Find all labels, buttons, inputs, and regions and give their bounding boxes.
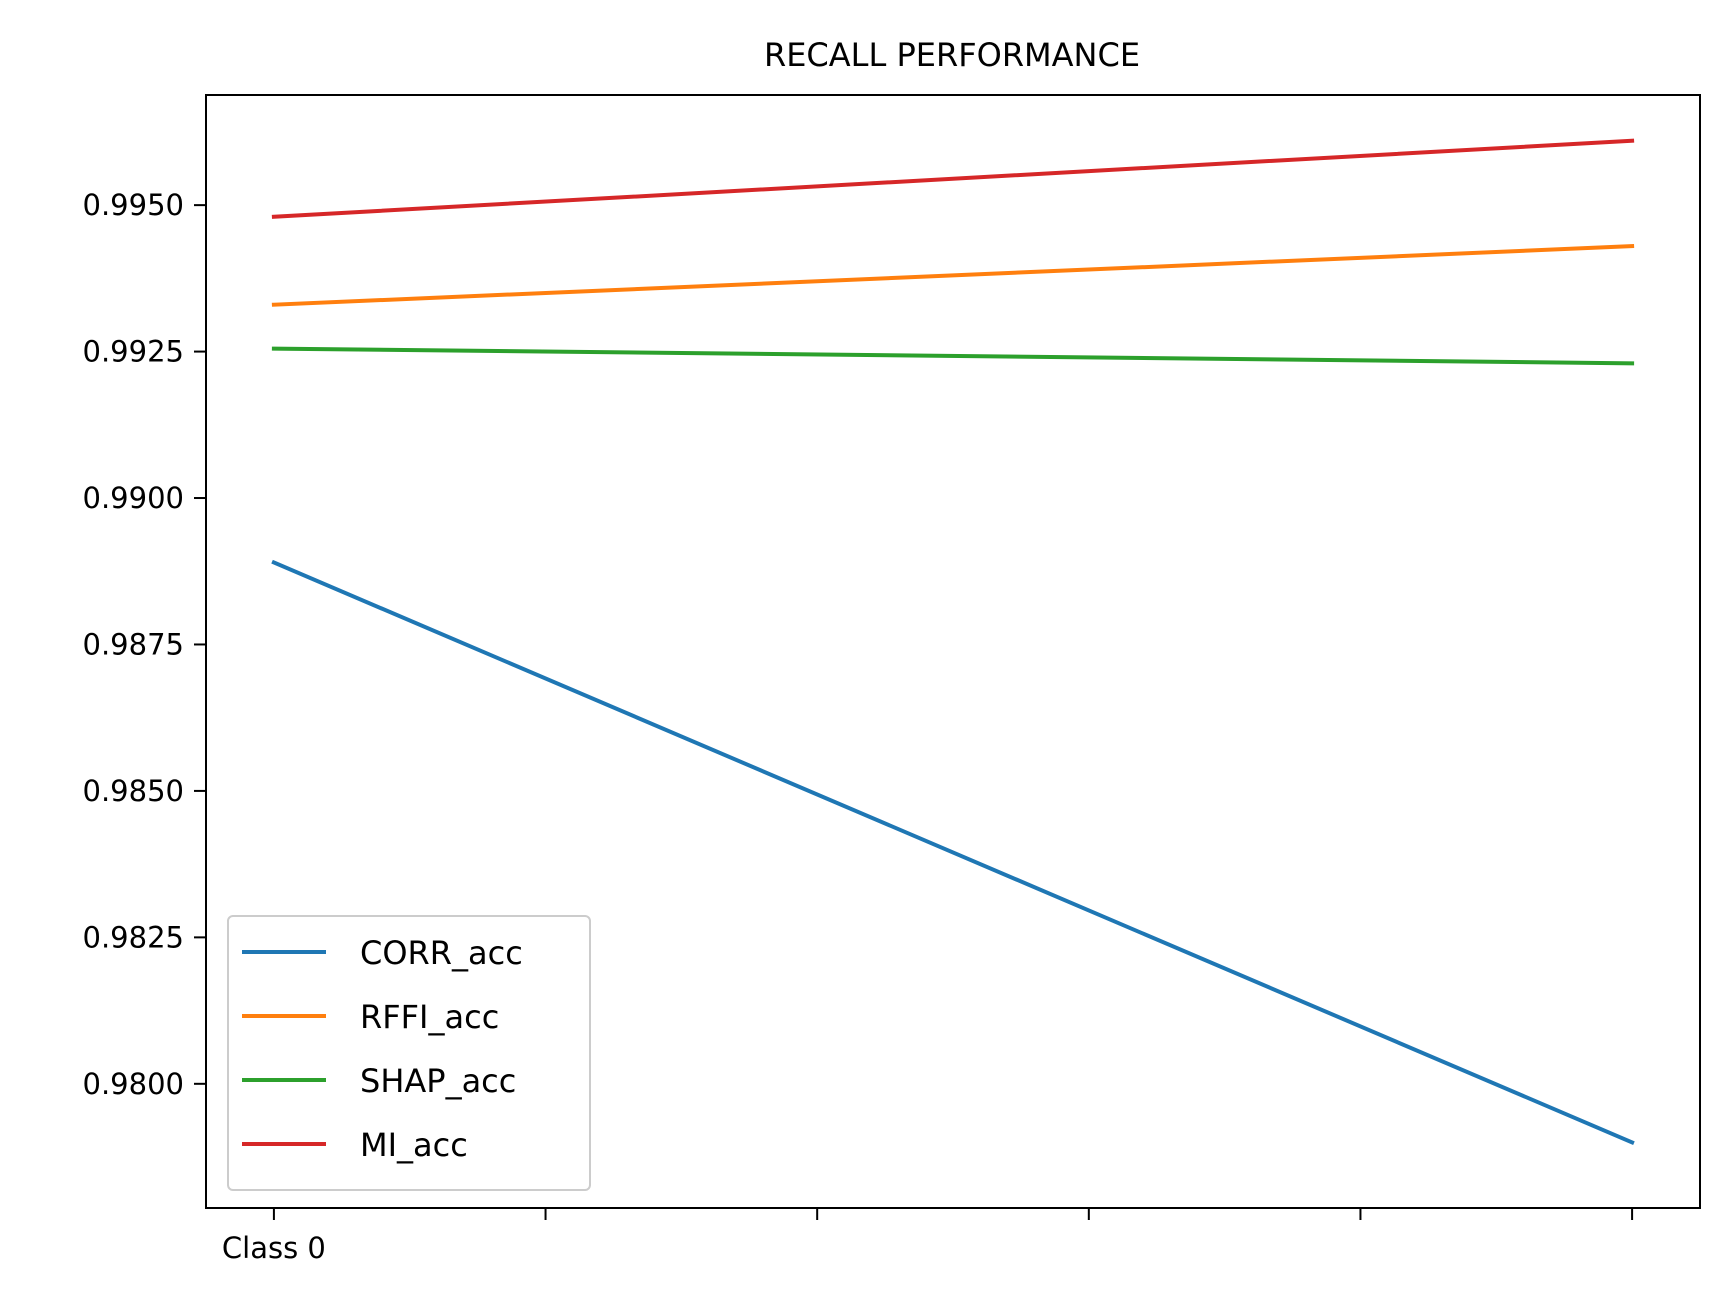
chart-title: RECALL PERFORMANCE — [764, 36, 1140, 74]
legend-label-0: CORR_acc — [360, 934, 523, 972]
legend: CORR_acc RFFI_acc SHAP_acc MI_acc — [227, 915, 591, 1191]
y-tick-label: 0.9900 — [83, 481, 184, 515]
y-tick-label: 0.9925 — [83, 335, 184, 369]
series-line-3 — [271, 138, 1635, 219]
series-line-1 — [271, 244, 1635, 307]
y-tick-label: 0.9850 — [83, 774, 184, 808]
y-axis-ticks: 0.9800 0.9825 0.9850 0.9875 0.9900 0.9925 0.99… — [83, 188, 206, 1101]
plot-area-frame — [205, 94, 1701, 1209]
x-axis-ticks: Class 0 — [222, 1208, 1634, 1265]
series-line-2 — [271, 346, 1635, 366]
y-tick-label: 0.9825 — [83, 920, 184, 954]
series-layer — [271, 138, 1635, 1146]
y-tick-label: 0.9950 — [83, 188, 184, 222]
legend-box — [227, 915, 591, 1191]
legend-label-2: SHAP_acc — [360, 1062, 516, 1100]
legend-label-1: RFFI_acc — [360, 998, 499, 1036]
y-tick-label: 0.9875 — [83, 627, 184, 661]
x-tick-label: Class 0 — [222, 1231, 326, 1265]
y-tick-label: 0.9800 — [83, 1067, 184, 1101]
legend-label-3: MI_acc — [360, 1126, 468, 1164]
series-line-0 — [271, 559, 1635, 1146]
